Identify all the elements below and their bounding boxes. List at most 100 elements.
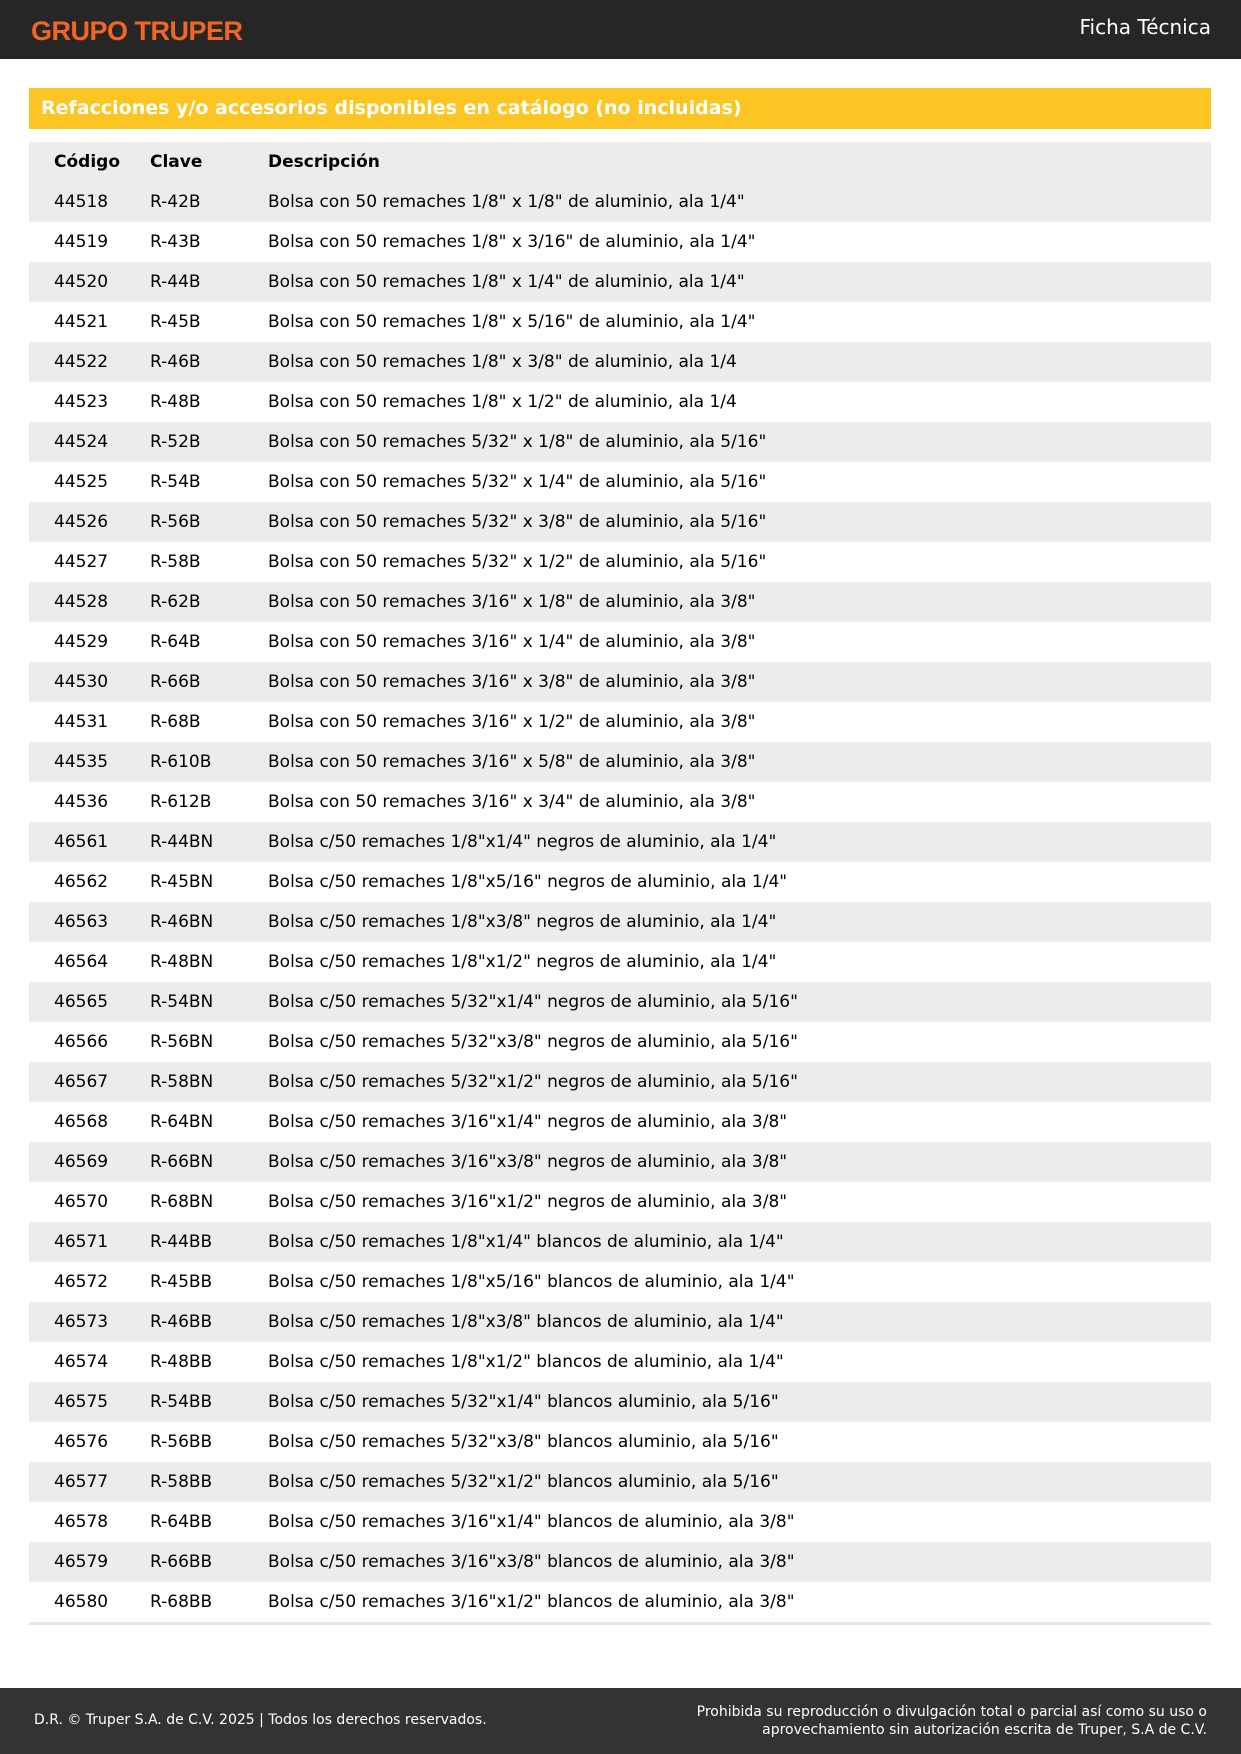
table-row: 46575 R-54BB Bolsa c/50 remaches 5/32"x1/4…: [29, 1382, 1211, 1422]
cell-clave: R-54B: [150, 472, 201, 492]
cell-descripcion: Bolsa con 50 remaches 1/8" x 3/16" de al…: [268, 232, 756, 252]
cell-codigo: 44518: [29, 182, 150, 222]
table-row: 44523 R-48B Bolsa con 50 remaches 1/8" x 1…: [29, 382, 1211, 422]
cell-descripcion: Bolsa c/50 remaches 1/8"x3/8" blancos de…: [268, 1302, 1211, 1342]
cell-descripcion: Bolsa c/50 remaches 3/16"x1/4" negros de…: [268, 1112, 788, 1132]
cell-descripcion: Bolsa c/50 remaches 1/8"x5/16" negros de…: [268, 872, 788, 892]
cell-clave: R-58BN: [150, 1062, 268, 1102]
cell-clave: R-66B: [150, 662, 268, 702]
cell-codigo: 44523: [54, 392, 109, 412]
cell-clave: R-48B: [150, 392, 201, 412]
copyright: D.R. © Truper S.A. de C.V. 2025 | Todos …: [34, 1712, 487, 1728]
table-row: 44530 R-66B Bolsa con 50 remaches 3/16" x …: [29, 662, 1211, 702]
cell-codigo: 44529: [54, 632, 109, 652]
table-row: 46568 R-64BN Bolsa c/50 remaches 3/16"x1/4…: [29, 1102, 1211, 1142]
cell-descripcion: Bolsa c/50 remaches 1/8"x1/4" blancos de…: [268, 1222, 1211, 1262]
cell-codigo: 44525: [54, 472, 109, 492]
cell-clave: R-43B: [150, 232, 201, 252]
table-row: 46572 R-45BB Bolsa c/50 remaches 1/8"x5/16…: [29, 1262, 1211, 1302]
cell-descripcion: Bolsa c/50 remaches 5/32"x1/4" blancos a…: [268, 1382, 1211, 1422]
table-row: 46573 R-46BB Bolsa c/50 remaches 1/8"x3/8"…: [29, 1302, 1211, 1342]
cell-descripcion: Bolsa c/50 remaches 3/16"x3/8" negros de…: [268, 1142, 1211, 1182]
document-type: Ficha Técnica: [1079, 15, 1212, 39]
cell-codigo: 46566: [54, 1032, 109, 1052]
table-row: 44521 R-45B Bolsa con 50 remaches 1/8" x 5…: [29, 302, 1211, 342]
cell-descripcion: Bolsa c/50 remaches 1/8"x1/2" blancos de…: [268, 1352, 784, 1372]
table-row: 46565 R-54BN Bolsa c/50 remaches 5/32"x1/4…: [29, 982, 1211, 1022]
table-row: 44531 R-68B Bolsa con 50 remaches 3/16" x …: [29, 702, 1211, 742]
cell-codigo: 46570: [54, 1192, 109, 1212]
table-row: 44519 R-43B Bolsa con 50 remaches 1/8" x 3…: [29, 222, 1211, 262]
footer: D.R. © Truper S.A. de C.V. 2025 | Todos …: [0, 1688, 1241, 1754]
table-row: 46563 R-46BN Bolsa c/50 remaches 1/8"x3/8"…: [29, 902, 1211, 942]
cell-descripcion: Bolsa c/50 remaches 3/16"x3/8" blancos d…: [268, 1542, 1211, 1582]
legal-notice-line: aprovechamiento sin autorización escrita…: [762, 1722, 1207, 1738]
cell-clave: R-48BB: [150, 1352, 213, 1372]
cell-descripcion: Bolsa c/50 remaches 1/8"x5/16" blancos d…: [268, 1272, 795, 1292]
cell-clave: R-58BB: [150, 1462, 268, 1502]
logo: GRUPO TRUPER: [31, 16, 243, 46]
column-header-descripcion: Descripción: [268, 142, 1211, 182]
cell-clave: R-56BB: [150, 1432, 213, 1452]
cell-descripcion: Bolsa con 50 remaches 3/16" x 1/4" de al…: [268, 632, 756, 652]
cell-clave: R-56BN: [150, 1032, 214, 1052]
cell-descripcion: Bolsa con 50 remaches 3/16" x 1/8" de al…: [268, 582, 1211, 622]
table-row: 46567 R-58BN Bolsa c/50 remaches 5/32"x1/2…: [29, 1062, 1211, 1102]
cell-clave: R-54BB: [150, 1382, 268, 1422]
table-row: 46576 R-56BB Bolsa c/50 remaches 5/32"x3/8…: [29, 1422, 1211, 1462]
cell-clave: R-46BN: [150, 902, 268, 942]
cell-codigo: 46580: [54, 1592, 109, 1612]
cell-descripcion: Bolsa con 50 remaches 5/32" x 1/4" de al…: [268, 472, 767, 492]
cell-descripcion: Bolsa con 50 remaches 1/8" x 1/8" de alu…: [268, 182, 1211, 222]
cell-clave: R-62B: [150, 582, 268, 622]
cell-clave: R-66BN: [150, 1142, 268, 1182]
cell-codigo: 44519: [54, 232, 109, 252]
cell-codigo: 46568: [54, 1112, 109, 1132]
legal-notice: Prohibida su reproducción o divulgación …: [697, 1703, 1207, 1739]
cell-clave: R-54BN: [150, 982, 268, 1022]
cell-descripcion: Bolsa con 50 remaches 3/16" x 3/4" de al…: [268, 792, 756, 812]
cell-descripcion: Bolsa c/50 remaches 3/16"x1/2" negros de…: [268, 1192, 788, 1212]
cell-codigo: 46575: [29, 1382, 150, 1422]
cell-codigo: 44521: [54, 312, 109, 332]
cell-clave: R-610B: [150, 742, 268, 782]
cell-codigo: 44524: [29, 422, 150, 462]
cell-codigo: 46565: [29, 982, 150, 1022]
table-row: 44536 R-612B Bolsa con 50 remaches 3/16" x…: [29, 782, 1211, 822]
cell-codigo: 46579: [29, 1542, 150, 1582]
cell-descripcion: Bolsa c/50 remaches 1/8"x3/8" negros de …: [268, 902, 1211, 942]
cell-codigo: 44531: [54, 712, 109, 732]
cell-codigo: 46564: [54, 952, 109, 972]
cell-descripcion: Bolsa c/50 remaches 3/16"x1/2" blancos d…: [268, 1592, 795, 1612]
table-bottom-divider: [29, 1622, 1211, 1625]
table-row: 44529 R-64B Bolsa con 50 remaches 3/16" x …: [29, 622, 1211, 662]
cell-descripcion: Bolsa con 50 remaches 3/16" x 5/8" de al…: [268, 742, 1211, 782]
cell-clave: R-46BB: [150, 1302, 268, 1342]
cell-descripcion: Bolsa c/50 remaches 1/8"x1/2" negros de …: [268, 952, 777, 972]
cell-codigo: 44522: [29, 342, 150, 382]
cell-descripcion: Bolsa c/50 remaches 5/32"x1/2" negros de…: [268, 1062, 1211, 1102]
cell-codigo: 46578: [54, 1512, 109, 1532]
cell-descripcion: Bolsa c/50 remaches 3/16"x1/4" blancos d…: [268, 1512, 795, 1532]
cell-clave: R-58B: [150, 552, 201, 572]
cell-codigo: 46574: [54, 1352, 109, 1372]
cell-clave: R-45B: [150, 312, 201, 332]
cell-codigo: 46576: [54, 1432, 109, 1452]
cell-descripcion: Bolsa con 50 remaches 5/32" x 1/8" de al…: [268, 422, 1211, 462]
table-row: 46566 R-56BN Bolsa c/50 remaches 5/32"x3/8…: [29, 1022, 1211, 1062]
cell-descripcion: Bolsa c/50 remaches 5/32"x1/2" blancos a…: [268, 1462, 1211, 1502]
table-row: 44520 R-44B Bolsa con 50 remaches 1/8" x 1…: [29, 262, 1211, 302]
table-row: 46579 R-66BB Bolsa c/50 remaches 3/16"x3/8…: [29, 1542, 1211, 1582]
cell-descripcion: Bolsa con 50 remaches 5/32" x 3/8" de al…: [268, 502, 1211, 542]
table-row: 44522 R-46B Bolsa con 50 remaches 1/8" x 3…: [29, 342, 1211, 382]
cell-clave: R-612B: [150, 792, 212, 812]
cell-descripcion: Bolsa con 50 remaches 1/8" x 1/2" de alu…: [268, 392, 737, 412]
cell-clave: R-68BN: [150, 1192, 214, 1212]
cell-codigo: 44528: [29, 582, 150, 622]
cell-clave: R-66BB: [150, 1542, 268, 1582]
cell-codigo: 44530: [29, 662, 150, 702]
cell-codigo: 44526: [29, 502, 150, 542]
cell-codigo: 44527: [54, 552, 109, 572]
cell-clave: R-64BB: [150, 1512, 213, 1532]
cell-clave: R-52B: [150, 422, 268, 462]
